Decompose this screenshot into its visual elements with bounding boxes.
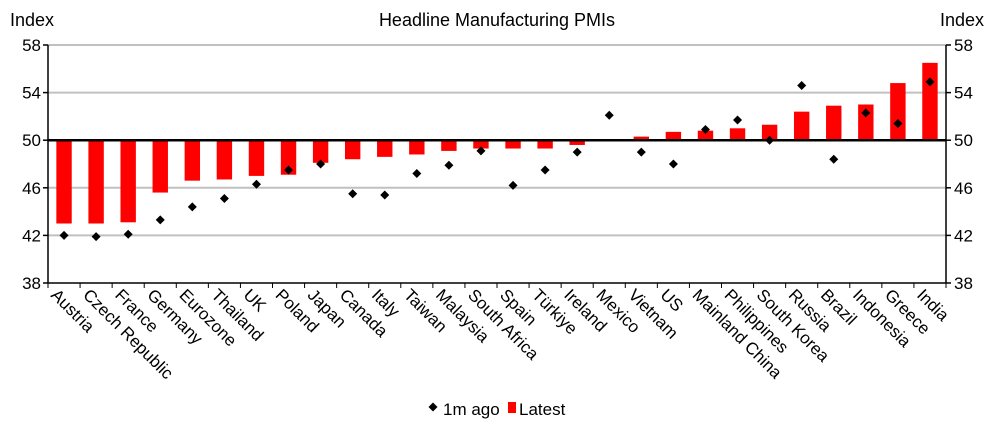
marker-russia	[797, 80, 807, 90]
gridlines	[48, 44, 946, 237]
y-tick-left-42: 42	[22, 226, 41, 245]
marker-india	[925, 77, 935, 87]
right-axis-label: Index	[940, 10, 984, 30]
y-tick-right-58: 58	[954, 36, 973, 55]
bar-eurozone	[184, 140, 201, 181]
marker-us	[668, 159, 678, 169]
bar-ireland	[569, 140, 585, 145]
marker-uk	[251, 179, 261, 189]
bar-austria	[56, 140, 72, 224]
marker-south-korea	[765, 135, 775, 145]
marker-germany	[155, 215, 165, 225]
bar-south-africa	[473, 140, 489, 149]
y-tick-labels: 38 38 42 42 46 46 50 50 54 54 58 58	[22, 36, 973, 293]
bar-greece	[890, 83, 906, 141]
marker-philippines	[733, 115, 743, 125]
marker-austria	[59, 230, 69, 240]
bar-spain	[505, 140, 521, 149]
marker-czech-republic	[91, 232, 101, 242]
bar-germany	[152, 140, 168, 193]
bar-south-korea	[761, 124, 778, 141]
marker-malaysia	[444, 160, 454, 170]
bar-taiwan	[409, 140, 425, 155]
bar-canada	[344, 140, 361, 160]
y-tick-right-46: 46	[954, 179, 973, 198]
y-tick-right-54: 54	[954, 84, 973, 103]
y-tick-left-38: 38	[22, 274, 41, 293]
legend-label-latest: Latest	[519, 400, 566, 419]
bar-malaysia	[441, 140, 457, 151]
legend-label-1m-ago: 1m ago	[443, 400, 500, 419]
left-axis-label: Index	[10, 10, 54, 30]
bar-vietnam	[633, 136, 650, 141]
bar-us	[665, 131, 682, 141]
legend: 1m ago Latest	[428, 400, 566, 419]
bar-philippines	[729, 128, 746, 141]
bar-thailand	[216, 140, 233, 180]
marker-eurozone	[187, 202, 197, 212]
y-tick-left-54: 54	[22, 84, 41, 103]
marker-ireland	[572, 147, 582, 157]
y-tick-left-50: 50	[22, 131, 41, 150]
marker-south-africa	[476, 146, 486, 156]
bar-mainland-china	[697, 130, 714, 141]
legend-swatch-latest	[508, 402, 516, 413]
bar-poland	[280, 140, 297, 175]
bar-india	[922, 62, 938, 141]
legend-marker-1m-ago	[428, 402, 438, 412]
bar-japan	[312, 140, 329, 163]
one-month-ago-markers	[59, 77, 935, 242]
axes	[43, 44, 951, 288]
marker-vietnam	[636, 147, 646, 157]
marker-brazil	[829, 154, 839, 164]
bar-czech-republic	[88, 140, 104, 224]
latest-bars	[56, 62, 938, 224]
bar-t-rkiye	[537, 140, 553, 149]
marker-spain	[508, 180, 518, 190]
y-tick-right-42: 42	[954, 226, 973, 245]
y-tick-left-46: 46	[22, 179, 41, 198]
y-tick-right-50: 50	[954, 131, 973, 150]
marker-canada	[348, 189, 358, 199]
marker-japan	[316, 159, 326, 169]
marker-italy	[380, 190, 390, 200]
bar-italy	[377, 140, 393, 157]
bar-france	[120, 140, 136, 223]
marker-france	[123, 229, 133, 239]
y-tick-right-38: 38	[954, 274, 973, 293]
marker-thailand	[219, 194, 229, 204]
bar-brazil	[826, 105, 842, 141]
marker-mainland-china	[700, 124, 710, 134]
chart-title: Headline Manufacturing PMIs	[379, 10, 615, 30]
marker-mexico	[604, 110, 614, 120]
marker-taiwan	[412, 169, 422, 179]
y-tick-left-58: 58	[22, 36, 41, 55]
marker-greece	[893, 119, 903, 129]
marker-indonesia	[861, 108, 871, 118]
marker-t-rkiye	[540, 165, 550, 175]
marker-poland	[284, 165, 294, 175]
bar-uk	[248, 140, 265, 176]
bar-russia	[793, 111, 810, 141]
